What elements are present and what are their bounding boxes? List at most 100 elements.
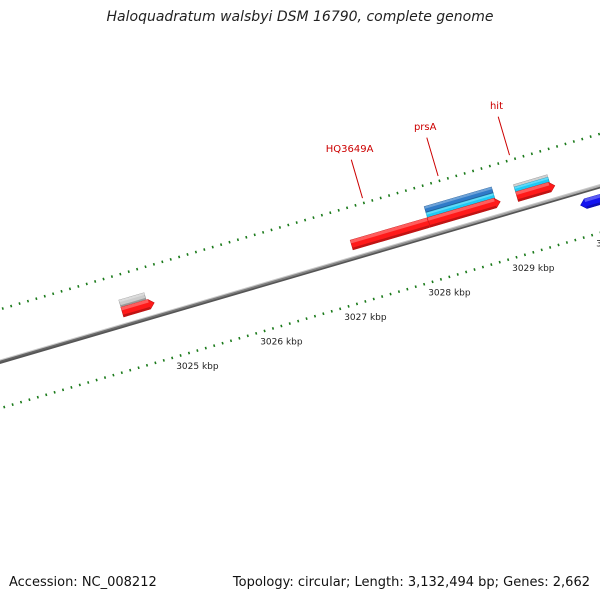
tick-mark xyxy=(60,289,63,293)
gene-label-HQ3649A[interactable]: HQ3649A xyxy=(326,144,374,199)
tick-mark xyxy=(497,162,500,166)
tick-mark xyxy=(152,262,156,266)
tick-mark xyxy=(413,186,416,190)
tick-mark xyxy=(129,368,132,372)
gene-label-text: hit xyxy=(490,101,503,112)
tick-mark xyxy=(68,287,72,291)
gene-label-prsA[interactable]: prsA xyxy=(414,122,439,177)
tick-mark xyxy=(186,253,189,256)
accession-text: Accession: NC_008212 xyxy=(9,575,157,590)
tick-mark xyxy=(473,268,476,271)
tick-mark xyxy=(354,203,357,207)
tick-mark xyxy=(305,317,308,321)
tick-mark xyxy=(446,176,449,180)
tick-mark xyxy=(154,361,157,365)
tick-mark xyxy=(448,275,451,279)
genome-backbone xyxy=(0,184,600,364)
tick-mark xyxy=(196,349,199,352)
tick-mark xyxy=(312,216,315,220)
tick-mark xyxy=(355,302,359,306)
tick-mark xyxy=(387,194,391,197)
tick-mark xyxy=(171,356,174,360)
tick-mark xyxy=(347,304,350,308)
tick-mark xyxy=(498,260,501,264)
tick-label: 3028 kbp xyxy=(428,289,471,299)
tick-mark xyxy=(3,405,6,409)
tick-mark xyxy=(70,385,73,389)
tick-mark xyxy=(229,339,233,343)
tick-mark xyxy=(389,292,392,296)
feature[interactable] xyxy=(118,292,147,308)
tick-mark xyxy=(329,211,332,215)
tick-mark xyxy=(372,297,375,301)
tick-mark xyxy=(379,196,382,200)
tick-mark xyxy=(120,371,123,375)
tick-mark xyxy=(565,241,569,244)
tick-mark xyxy=(549,245,552,249)
tick-mark xyxy=(590,233,594,237)
tick-label: 3026 kbp xyxy=(260,338,303,348)
feature[interactable] xyxy=(515,181,556,202)
tick-mark xyxy=(53,390,56,394)
tick-mark xyxy=(228,240,231,244)
tick-mark xyxy=(397,290,401,294)
tick-mark xyxy=(87,381,90,384)
tick-mark xyxy=(78,383,81,387)
feature[interactable] xyxy=(120,299,155,318)
tick-mark xyxy=(574,238,577,242)
feature-HQ3649A[interactable] xyxy=(349,217,434,251)
tick-mark xyxy=(581,137,584,141)
tick-mark xyxy=(362,201,366,205)
tick-mark xyxy=(77,284,80,288)
tick-mark xyxy=(137,366,140,370)
tick-mark xyxy=(94,280,97,283)
tick-label: 3029 kbp xyxy=(512,264,555,274)
tick-mark xyxy=(547,147,550,151)
tick-mark xyxy=(295,221,298,224)
tick-mark xyxy=(414,285,417,289)
feature-minD[interactable] xyxy=(580,182,600,209)
tick-mark xyxy=(194,250,198,254)
tick-mark xyxy=(238,336,241,340)
tick-mark xyxy=(564,142,567,146)
tick-mark xyxy=(18,302,21,306)
tick-label: 3030 kbp xyxy=(596,239,600,249)
map-title: Haloquadratum walsbyi DSM 16790, complet… xyxy=(106,9,494,25)
tick-mark xyxy=(488,164,491,168)
tick-mark xyxy=(204,346,207,350)
tick-mark xyxy=(35,297,38,301)
tick-mark xyxy=(112,373,115,377)
tick-mark xyxy=(589,135,592,139)
tick-mark xyxy=(337,208,340,212)
feature[interactable] xyxy=(427,197,501,228)
tick-mark xyxy=(213,344,216,348)
genome-summary-text: Topology: circular; Length: 3,132,494 bp… xyxy=(232,575,590,590)
tick-mark xyxy=(515,255,518,259)
tick-mark xyxy=(381,295,384,298)
tick-mark xyxy=(110,275,114,278)
tick-mark xyxy=(406,287,409,291)
tick-mark xyxy=(52,292,55,296)
tick-mark xyxy=(28,398,31,402)
tick-mark xyxy=(507,258,510,262)
tick-mark xyxy=(221,341,224,345)
tick-mark xyxy=(278,226,282,229)
tick-mark xyxy=(136,267,139,271)
tick-mark xyxy=(179,354,182,357)
tick-mark xyxy=(270,228,273,232)
features-layer xyxy=(118,174,600,318)
tick-mark xyxy=(396,191,399,195)
tick-mark xyxy=(178,255,181,259)
tick-mark xyxy=(26,299,30,303)
tick-mark xyxy=(523,253,527,257)
tick-mark xyxy=(330,309,333,313)
tick-dots-layer xyxy=(1,132,600,409)
tick-mark xyxy=(36,395,39,399)
tick-mark xyxy=(10,304,13,308)
tick-mark xyxy=(255,331,258,335)
gene-label-hit[interactable]: hit xyxy=(490,101,510,156)
tick-mark xyxy=(253,233,256,237)
tick-mark xyxy=(169,257,172,261)
tick-mark xyxy=(119,272,122,276)
